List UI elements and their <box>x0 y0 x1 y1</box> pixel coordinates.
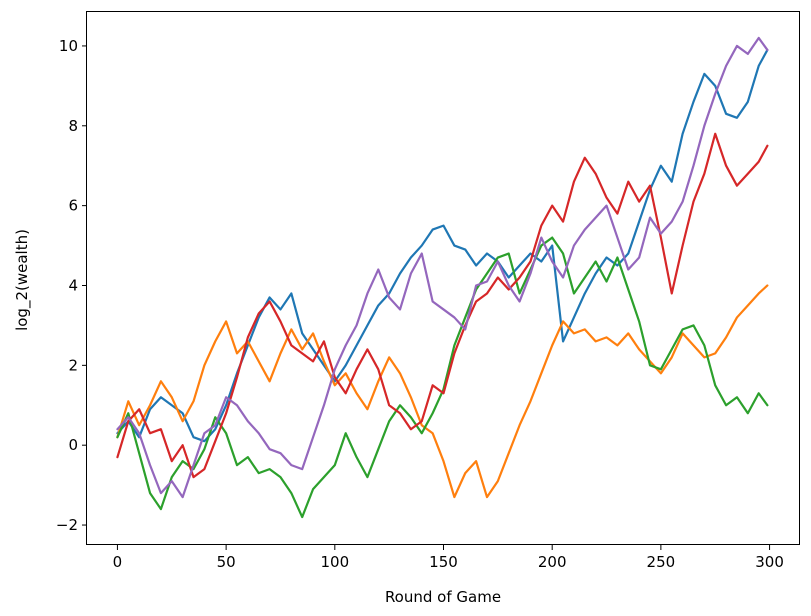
x-tick-label: 0 <box>113 553 123 571</box>
y-tick-label: 4 <box>68 276 78 294</box>
y-tick-label: 2 <box>68 356 78 374</box>
series-line-5 <box>116 36 769 499</box>
series-line-2 <box>116 284 769 499</box>
x-tick-label: 150 <box>429 553 458 571</box>
y-tick-label: 6 <box>68 197 78 215</box>
x-tick-label: 50 <box>217 553 236 571</box>
x-tick-label: 300 <box>755 553 784 571</box>
x-tick-label: 100 <box>320 553 349 571</box>
x-tick-label: 200 <box>538 553 567 571</box>
y-tick-label: 10 <box>59 37 78 55</box>
x-axis: 0 50 100 150 200 250 300 <box>113 545 784 571</box>
y-axis: −2 0 2 4 6 8 10 <box>56 37 87 534</box>
y-tick-label: −2 <box>56 516 78 534</box>
series-line-1 <box>116 48 769 443</box>
x-axis-label: Round of Game <box>385 588 501 606</box>
plot-frame <box>86 11 800 545</box>
x-tick-label: 250 <box>647 553 676 571</box>
series-layer <box>116 36 769 519</box>
y-tick-label: 0 <box>68 436 78 454</box>
y-tick-label: 8 <box>68 117 78 135</box>
y-axis-label: log_2(wealth) <box>13 229 32 331</box>
series-line-4 <box>116 132 769 479</box>
